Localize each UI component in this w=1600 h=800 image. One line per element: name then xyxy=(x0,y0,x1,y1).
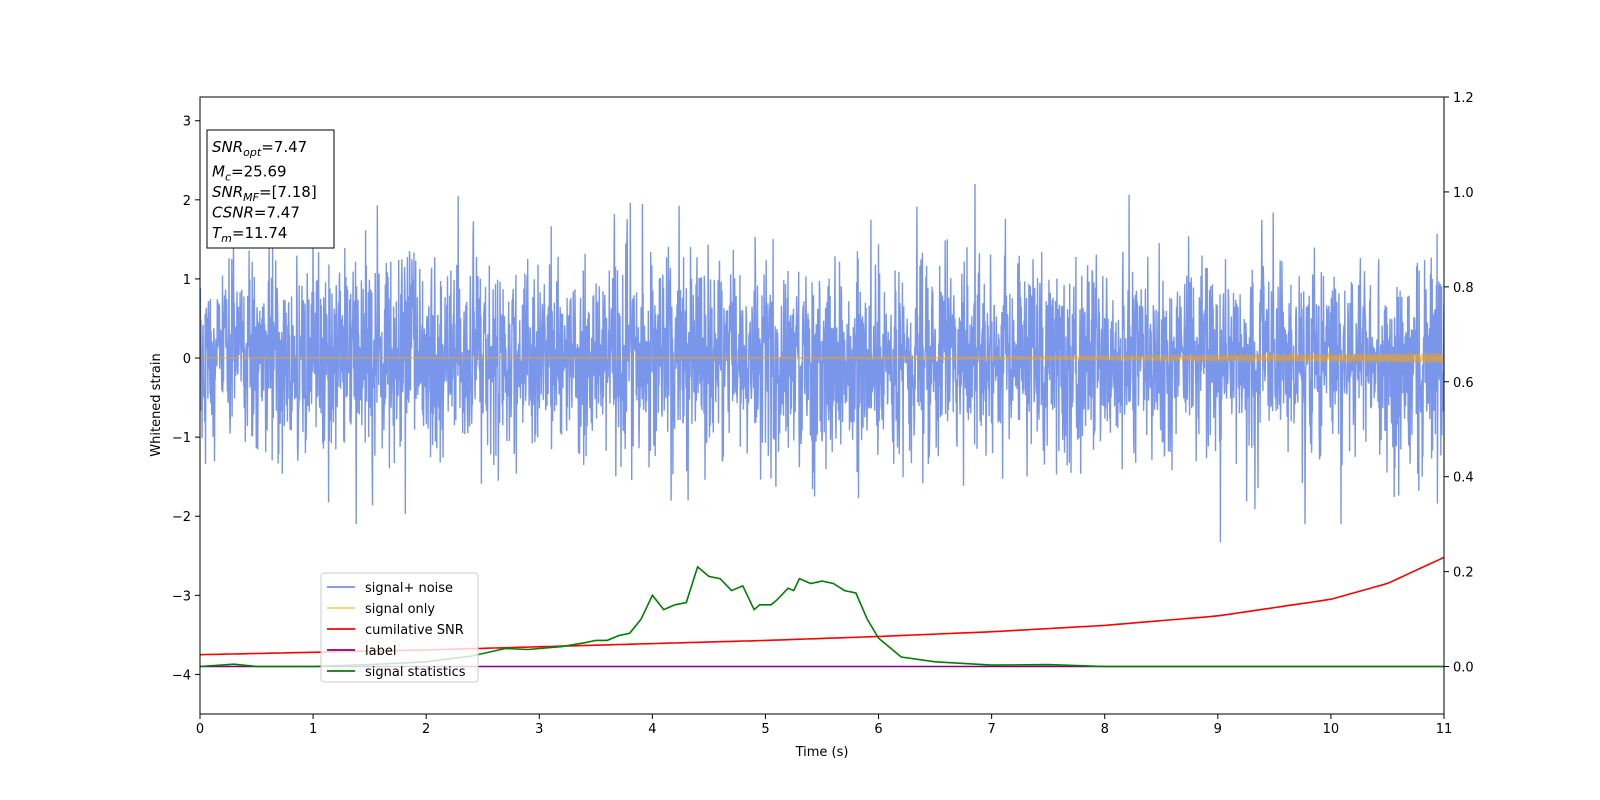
y-left-tick-label: 0 xyxy=(183,352,191,367)
x-tick-label: 9 xyxy=(1214,722,1222,737)
annotation-line: CSNR=7.47 xyxy=(212,204,300,222)
legend-label: label xyxy=(365,644,396,659)
y-left-tick-label: −3 xyxy=(172,589,191,604)
annotation-line: SNRMF=[7.18] xyxy=(212,183,317,204)
legend-label: signal statistics xyxy=(365,665,466,680)
x-tick-label: 11 xyxy=(1436,722,1453,737)
y-left-tick-label: 1 xyxy=(183,273,191,288)
annotation-line: Mc=25.69 xyxy=(212,163,287,184)
series-line-signal-noise xyxy=(200,183,1444,543)
legend-frame xyxy=(320,572,479,683)
y-axis-right: 0.0 0.2 0.4 0.6 0.8 1.0 1.2 xyxy=(1444,91,1474,676)
x-tick-label: 2 xyxy=(422,722,430,737)
annotation-frame xyxy=(206,129,335,249)
x-tick-label: 1 xyxy=(309,722,317,737)
x-tick-label: 8 xyxy=(1101,722,1109,737)
x-tick-label: 6 xyxy=(874,722,882,737)
y-right-tick-label: 0.4 xyxy=(1453,471,1474,486)
y-axis-label: Whitened strain xyxy=(149,353,164,456)
y-left-tick-label: −1 xyxy=(172,431,191,446)
x-tick-label: 0 xyxy=(196,722,204,737)
x-tick-label: 7 xyxy=(987,722,995,737)
y-right-tick-label: 0.0 xyxy=(1453,661,1474,676)
y-left-tick-label: −4 xyxy=(172,668,191,683)
legend: signal+ noise signal only cumilative SNR la… xyxy=(320,572,479,683)
x-tick-label: 5 xyxy=(761,722,769,737)
annotation-line: Tm=11.74 xyxy=(212,224,287,245)
y-left-tick-label: −2 xyxy=(172,510,191,525)
plot-frame xyxy=(199,96,1445,715)
annotation-box: SNRopt=7.47 Mc=25.69SNRMF=[7.18]CSNR=7.47… xyxy=(206,129,335,249)
y-axis-left: −4 −3 −2 −1 0 1 2 3 xyxy=(172,115,200,683)
y-right-tick-label: 1.2 xyxy=(1453,91,1474,106)
series-line-signal-only xyxy=(200,351,1444,365)
x-axis: 0 1 2 3 4 5 6 7 8 9 10 11 xyxy=(196,714,1452,737)
x-axis-label: Time (s) xyxy=(795,745,849,760)
y-right-tick-label: 1.0 xyxy=(1453,186,1474,201)
y-left-tick-label: 3 xyxy=(183,115,191,130)
legend-label: signal+ noise xyxy=(365,581,453,596)
series-line-signal-statistics xyxy=(200,565,1444,668)
legend-label: signal only xyxy=(365,602,435,617)
y-right-tick-label: 0.2 xyxy=(1453,566,1474,581)
annotation-line: SNRopt=7.47 xyxy=(212,138,307,159)
x-tick-label: 4 xyxy=(648,722,656,737)
x-tick-label: 10 xyxy=(1323,722,1340,737)
legend-label: cumilative SNR xyxy=(365,623,464,638)
x-tick-label: 3 xyxy=(535,722,543,737)
y-right-tick-label: 0.8 xyxy=(1453,281,1474,296)
y-right-tick-label: 0.6 xyxy=(1453,376,1474,391)
y-left-tick-label: 2 xyxy=(183,194,191,209)
